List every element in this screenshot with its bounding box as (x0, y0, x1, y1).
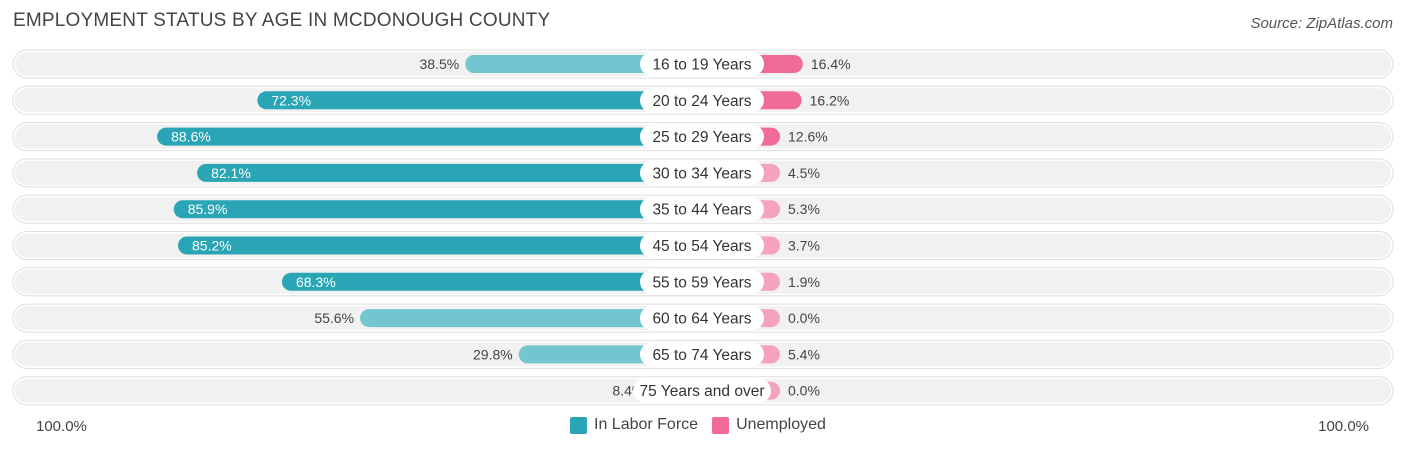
value-label-labor: 88.6% (171, 129, 211, 145)
category-pill (640, 269, 764, 294)
value-label-labor: 38.5% (420, 56, 460, 72)
bar-labor (197, 163, 702, 182)
category-pill (640, 160, 764, 185)
axis-right-label: 100.0% (1318, 418, 1369, 435)
category-pill (640, 197, 764, 222)
value-label-labor: 85.2% (192, 238, 232, 254)
category-label: 45 to 54 Years (652, 238, 751, 255)
value-label-unemployed: 4.5% (788, 165, 820, 181)
value-label-unemployed: 12.6% (788, 129, 828, 145)
category-label: 35 to 44 Years (652, 202, 751, 219)
value-label-unemployed: 1.9% (788, 274, 820, 290)
value-label-unemployed: 3.7% (788, 238, 820, 254)
legend: In Labor Force Unemployed (570, 416, 826, 434)
category-label: 25 to 29 Years (652, 129, 751, 146)
value-label-unemployed: 0.0% (788, 383, 820, 399)
bar-labor (360, 309, 702, 328)
axis-left-label: 100.0% (36, 418, 87, 435)
legend-label-unemployed: Unemployed (736, 416, 826, 433)
bar-labor (178, 236, 702, 255)
bar-labor (157, 127, 703, 146)
value-label-unemployed: 5.4% (788, 346, 820, 362)
category-pill (640, 52, 764, 76)
bar-labor (257, 91, 702, 110)
category-label: 75 Years and over (640, 383, 765, 400)
value-label-labor: 55.6% (314, 310, 354, 326)
bar-labor (173, 200, 703, 219)
value-label-labor: 29.8% (473, 346, 513, 362)
category-pill (640, 342, 764, 367)
chart-title: EMPLOYMENT STATUS BY AGE IN MCDONOUGH CO… (13, 10, 551, 31)
category-label: 20 to 24 Years (652, 93, 751, 110)
chart-source: Source: ZipAtlas.com (1250, 15, 1393, 32)
category-label: 16 to 19 Years (652, 57, 751, 74)
category-pill (640, 306, 764, 331)
category-pill (640, 124, 764, 149)
value-label-labor: 85.9% (188, 201, 228, 217)
category-label: 60 to 64 Years (652, 311, 751, 328)
category-label: 65 to 74 Years (652, 347, 751, 364)
value-label-unemployed: 0.0% (788, 310, 820, 326)
value-label-unemployed: 5.3% (788, 201, 820, 217)
chart: 38.5% 16.4% 16 to 19 Years 72.3% 16.2% 20 to … (12, 49, 1394, 406)
legend-label-labor: In Labor Force (594, 416, 699, 433)
legend-item-labor: In Labor Force (570, 416, 698, 434)
category-pill (640, 233, 764, 258)
category-label: 55 to 59 Years (652, 274, 751, 291)
category-label: 30 to 34 Years (652, 165, 751, 182)
value-label-labor: 82.1% (211, 165, 251, 181)
legend-swatch-unemployed (712, 416, 730, 434)
value-label-unemployed: 16.2% (810, 92, 850, 108)
legend-item-unemployed: Unemployed (712, 416, 826, 434)
legend-swatch-labor (570, 416, 587, 434)
category-pill (640, 88, 764, 113)
value-label-unemployed: 16.4% (811, 56, 851, 72)
bar-labor (281, 272, 702, 291)
category-pill (633, 378, 771, 403)
value-label-labor: 72.3% (271, 92, 311, 108)
value-label-labor: 68.3% (296, 274, 336, 290)
